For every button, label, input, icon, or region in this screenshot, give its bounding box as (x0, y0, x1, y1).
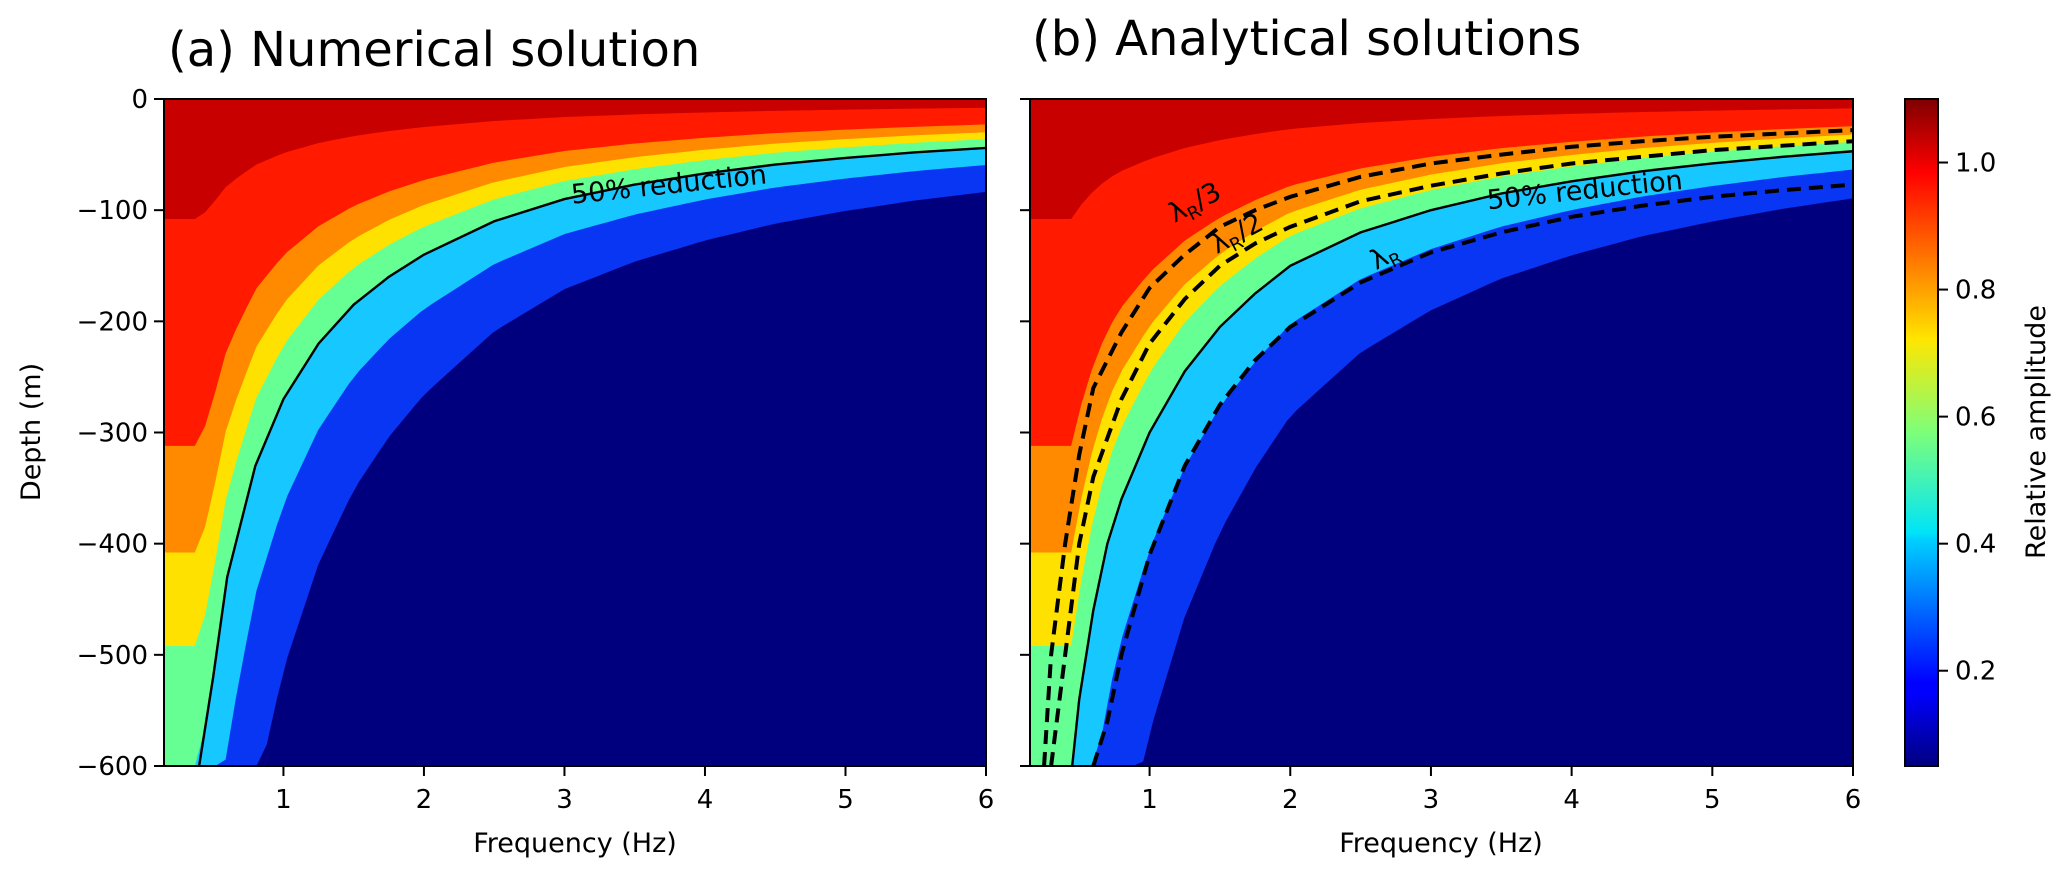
x-tick-label: 6 (1845, 785, 1862, 815)
colorbar-label: Relative amplitude (2021, 305, 2052, 559)
x-tick-label: 1 (1141, 785, 1158, 815)
x-tick-label: 5 (837, 785, 854, 815)
panel-b-x-label: Frequency (Hz) (1339, 828, 1543, 859)
colorbar-gradient (1904, 98, 1939, 767)
x-tick-label: 3 (556, 785, 573, 815)
panel-b-contours (1042, 128, 1853, 766)
colorbar-tick-label: 0.2 (1955, 657, 1996, 687)
colorbar: 0.2 0.4 0.6 0.8 1.0 Relative amplitude (1904, 98, 2052, 767)
panel-a-band-green (164, 99, 986, 766)
x-tick-label: 1 (275, 785, 292, 815)
x-tick-label: 2 (1282, 785, 1299, 815)
colorbar-ticks: 0.2 0.4 0.6 0.8 1.0 (1938, 149, 1996, 687)
panel-b-y-ticks (1020, 98, 1030, 767)
colorbar-tick-label: 0.4 (1955, 530, 1996, 560)
x-tick-label: 3 (1423, 785, 1440, 815)
colorbar-tick-label: 1.0 (1955, 149, 1996, 179)
panel-a-contours (197, 146, 986, 766)
contour-dashed-1 (1049, 139, 1853, 766)
y-tick-label: −500 (77, 641, 148, 671)
y-tick-label: −100 (77, 196, 148, 226)
panel-b-band-darkred (1030, 99, 1853, 766)
y-tick-label: −300 (77, 419, 148, 449)
contour-dashed-0 (1042, 128, 1853, 766)
panel-a-x-label: Frequency (Hz) (473, 828, 677, 859)
panel-a-y-label: Depth (m) (16, 363, 47, 501)
colorbar-tick-label: 0.6 (1955, 403, 1996, 433)
x-tick-label: 2 (416, 785, 433, 815)
contour-dashed-3 (1091, 182, 1853, 766)
y-tick-label: 0 (131, 85, 148, 115)
panel-b-x-ticks: 1 2 3 4 5 6 (1141, 766, 1861, 815)
panel-a-x-ticks: 1 2 3 4 5 6 (275, 766, 994, 815)
y-tick-label: −400 (77, 530, 148, 560)
panel-b-band-yellow (1030, 99, 1853, 766)
panel-b-title: (b) Analytical solutions (1032, 11, 1581, 67)
contour-solid-0 (197, 146, 986, 766)
panel-a-band-darkred (164, 99, 986, 766)
x-tick-label: 4 (697, 785, 714, 815)
y-tick-label: −600 (77, 752, 148, 782)
x-tick-label: 4 (1563, 785, 1580, 815)
panel-a-y-ticks: 0 −100 −200 −300 −400 −500 −600 (77, 85, 164, 782)
x-tick-label: 6 (978, 785, 995, 815)
x-tick-label: 5 (1704, 785, 1721, 815)
contour-solid-2 (1071, 150, 1853, 766)
y-tick-label: −200 (77, 307, 148, 337)
panel-a-title: (a) Numerical solution (168, 22, 700, 78)
colorbar-tick-label: 0.8 (1955, 276, 1996, 306)
